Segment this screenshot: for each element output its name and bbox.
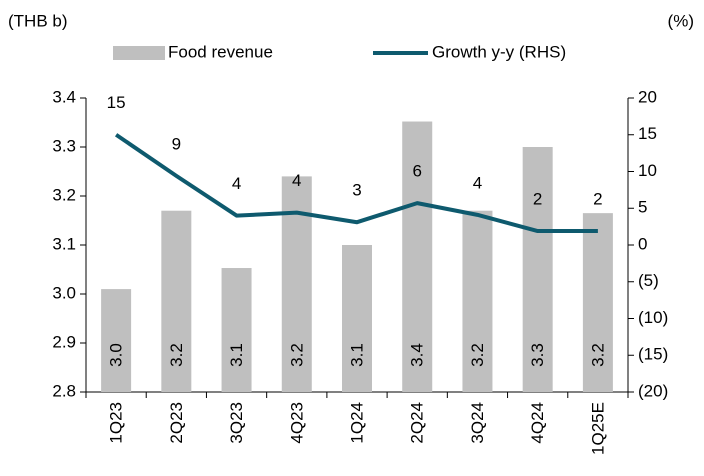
line-value-label: 15 <box>107 93 126 112</box>
y-tick-label: 2.8 <box>52 381 76 400</box>
y-tick-label: 3.2 <box>52 185 76 204</box>
x-tick-label: 3Q23 <box>227 402 246 444</box>
line-value-label: 4 <box>232 174 241 193</box>
line-value-label: 6 <box>412 162 421 181</box>
y-tick-label: 3.1 <box>52 234 76 253</box>
y2-tick-label: 5 <box>638 198 647 217</box>
legend-label: Growth y-y (RHS) <box>432 42 566 61</box>
bar <box>582 213 613 392</box>
line-value-label: 9 <box>172 134 181 153</box>
bar <box>522 147 553 392</box>
x-tick-label: 2Q24 <box>408 402 427 444</box>
bar <box>462 210 493 392</box>
y-axis-label: (THB b) <box>8 11 68 30</box>
y-tick-label: 3.3 <box>52 136 76 155</box>
x-tick-label: 2Q23 <box>167 402 186 444</box>
growth-line <box>114 133 598 234</box>
legend-swatch <box>113 46 165 60</box>
y2-tick-label: (10) <box>638 308 668 327</box>
y-tick-label: 3.4 <box>52 87 76 106</box>
x-tick-label: 3Q24 <box>468 402 487 444</box>
legend-label: Food revenue <box>168 42 273 61</box>
y2-tick-label: 15 <box>638 124 657 143</box>
y2-tick-label: (5) <box>638 271 659 290</box>
line-value-label: 2 <box>593 190 602 209</box>
y-tick-label: 3.0 <box>52 283 76 302</box>
y2-tick-label: (20) <box>638 381 668 400</box>
bar-value-label: 3.0 <box>107 343 126 367</box>
bar <box>402 121 433 393</box>
bar <box>342 245 372 392</box>
y-tick-label: 2.9 <box>52 332 76 351</box>
x-tick-label: 1Q23 <box>107 402 126 444</box>
line-value-label: 4 <box>473 173 482 192</box>
line-value-label: 2 <box>533 190 542 209</box>
bar-value-label: 3.2 <box>287 343 306 367</box>
y2-tick-label: (15) <box>638 345 668 364</box>
line-value-label: 3 <box>352 181 361 200</box>
bar-value-label: 3.2 <box>588 343 607 367</box>
bar-value-label: 3.2 <box>167 343 186 367</box>
bar-value-label: 3.1 <box>227 343 246 367</box>
bar-value-label: 3.4 <box>408 343 427 367</box>
bar <box>161 210 192 392</box>
x-tick-label: 4Q24 <box>528 402 547 444</box>
bar <box>101 289 132 392</box>
y2-axis-label: (%) <box>668 11 694 30</box>
x-tick-label: 4Q23 <box>287 402 306 444</box>
bar <box>221 268 252 392</box>
line-value-label: 4 <box>292 171 301 190</box>
bar-value-label: 3.2 <box>468 343 487 367</box>
y2-tick-label: 0 <box>638 234 647 253</box>
bar-value-label: 3.1 <box>348 343 367 367</box>
bar-value-label: 3.3 <box>528 343 547 367</box>
y2-tick-label: 10 <box>638 161 657 180</box>
y2-tick-label: 20 <box>638 87 657 106</box>
x-tick-label: 1Q24 <box>348 402 367 444</box>
x-tick-label: 1Q25E <box>588 402 607 455</box>
